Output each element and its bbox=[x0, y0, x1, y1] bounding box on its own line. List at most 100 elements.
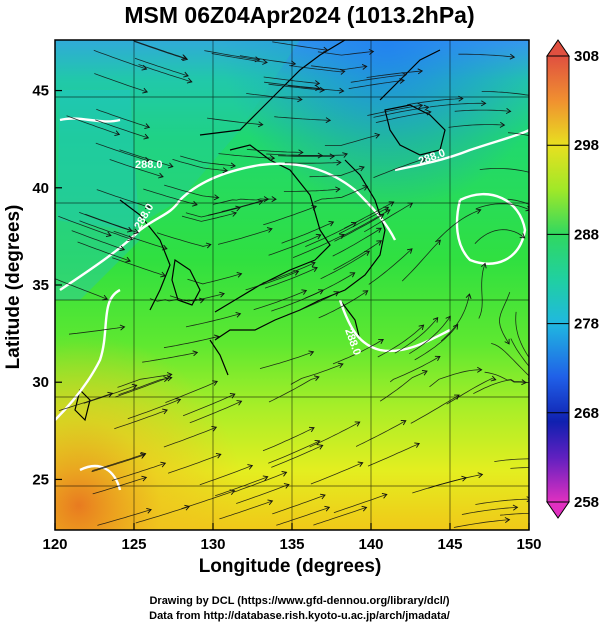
streamline bbox=[259, 351, 314, 369]
streamline-arrowhead bbox=[499, 121, 506, 128]
streamline-arrowhead bbox=[192, 350, 199, 357]
streamline bbox=[278, 155, 335, 157]
streamline bbox=[454, 109, 511, 112]
streamline-arrowhead bbox=[266, 227, 273, 233]
streamline-arrowhead bbox=[141, 64, 148, 71]
streamline bbox=[320, 250, 370, 280]
streamline-arrowhead bbox=[329, 153, 335, 160]
streamline bbox=[507, 198, 529, 205]
streamline bbox=[507, 132, 529, 136]
streamline bbox=[332, 227, 382, 257]
streamline bbox=[218, 153, 275, 159]
streamline-arrowhead bbox=[407, 248, 413, 254]
streamline-arrowhead bbox=[374, 132, 381, 139]
streamline bbox=[182, 393, 235, 417]
streamline-arrowhead bbox=[235, 311, 242, 318]
streamline bbox=[414, 324, 459, 361]
streamline-arrowhead bbox=[142, 87, 149, 94]
streamline-arrowhead bbox=[161, 244, 168, 251]
streamline bbox=[263, 205, 317, 226]
streamline bbox=[314, 185, 368, 203]
streamline-arrowhead bbox=[533, 93, 538, 98]
streamline-arrowhead bbox=[362, 290, 369, 296]
streamline-arrowhead bbox=[434, 355, 441, 362]
streamline-arrowhead bbox=[143, 133, 150, 140]
streamline-arrowhead bbox=[475, 208, 482, 214]
streamline-arrowhead bbox=[308, 426, 315, 433]
streamline bbox=[284, 162, 341, 164]
streamline-arrowhead bbox=[205, 242, 212, 249]
streamline-arrowhead bbox=[183, 71, 189, 78]
streamline-arrowhead bbox=[212, 380, 219, 386]
streamline-arrowhead bbox=[144, 203, 151, 210]
streamline-arrowhead bbox=[490, 375, 497, 382]
streamline bbox=[134, 41, 188, 60]
colorbar-tick-label: 298 bbox=[574, 137, 599, 154]
streamline-arrowhead bbox=[481, 262, 487, 269]
streamline bbox=[304, 272, 355, 299]
streamline bbox=[262, 262, 316, 284]
streamline-arrowhead bbox=[465, 293, 472, 300]
chart-title: MSM 06Z04Apr2024 (1013.2hPa) bbox=[124, 2, 475, 28]
streamline-arrowhead bbox=[235, 205, 242, 212]
streamline bbox=[494, 458, 529, 462]
streamline-arrowhead bbox=[213, 334, 220, 341]
streamline bbox=[164, 184, 219, 199]
streamline-arrowhead bbox=[199, 297, 205, 304]
streamline-arrowhead bbox=[388, 201, 395, 207]
streamline bbox=[379, 370, 428, 402]
streamline bbox=[114, 409, 168, 430]
streamline bbox=[55, 278, 108, 300]
streamline bbox=[95, 142, 150, 162]
streamline bbox=[289, 65, 345, 73]
isotherms bbox=[55, 117, 529, 491]
streamline-arrowhead bbox=[322, 46, 329, 53]
streamline-arrowhead bbox=[262, 59, 268, 65]
streamline-arrowhead bbox=[144, 123, 151, 129]
streamline bbox=[163, 426, 217, 448]
streamline bbox=[429, 369, 482, 388]
streamline bbox=[515, 311, 529, 359]
streamline-arrowhead bbox=[230, 162, 236, 169]
contour-label: 288.0 bbox=[135, 159, 163, 171]
streamline bbox=[478, 263, 486, 319]
wind-streamlines bbox=[55, 40, 538, 528]
streamline bbox=[132, 40, 187, 59]
streamline bbox=[364, 202, 413, 233]
streamline bbox=[375, 111, 431, 123]
streamline-arrowhead bbox=[131, 383, 138, 390]
streamline bbox=[117, 374, 172, 388]
streamline-arrowhead bbox=[509, 53, 516, 60]
streamline-arrowhead bbox=[333, 291, 340, 297]
streamline bbox=[118, 377, 172, 396]
streamline-arrowhead bbox=[521, 379, 527, 386]
streamline bbox=[68, 326, 125, 335]
streamline-arrowhead bbox=[519, 233, 526, 239]
streamline-arrowhead bbox=[222, 167, 229, 174]
streamline bbox=[355, 420, 406, 447]
streamline-arrowhead bbox=[357, 461, 364, 467]
streamline-arrowhead bbox=[339, 233, 345, 239]
streamline-arrowhead bbox=[297, 96, 303, 103]
x-tick-label: 125 bbox=[121, 536, 146, 553]
x-tick-label: 145 bbox=[437, 536, 462, 553]
streamline bbox=[264, 267, 318, 289]
streamline-arrowhead bbox=[477, 472, 484, 479]
streamline-arrowhead bbox=[378, 214, 385, 220]
streamline bbox=[207, 117, 263, 126]
streamline bbox=[213, 198, 269, 205]
streamline bbox=[95, 119, 149, 139]
streamline bbox=[276, 506, 330, 526]
streamline bbox=[58, 392, 113, 411]
streamline bbox=[138, 64, 192, 83]
streamline bbox=[324, 134, 380, 147]
x-axis-label: Longitude (degrees) bbox=[198, 556, 382, 577]
streamline-arrowhead bbox=[505, 108, 512, 115]
streamline-arrowhead bbox=[269, 155, 276, 161]
streamline bbox=[333, 494, 387, 514]
streamline-arrowhead bbox=[293, 270, 300, 276]
colorbar-top-arrow bbox=[546, 39, 570, 57]
streamline bbox=[344, 201, 394, 229]
streamline bbox=[500, 512, 529, 516]
streamline bbox=[484, 371, 529, 384]
